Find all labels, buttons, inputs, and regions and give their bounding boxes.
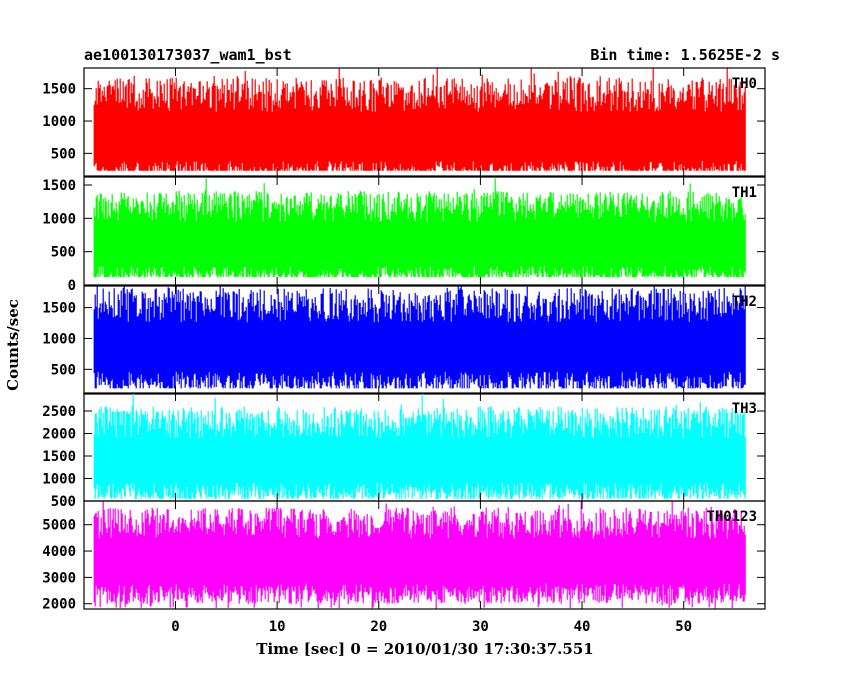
bin-time-label: Bin time: 1.5625E-2 s [590,46,780,64]
y-tick-label: 1000 [42,331,76,347]
y-tick-label: 1500 [42,82,76,98]
y-tick-label: 1500 [42,301,76,317]
panels-group: 500 1000 1500 TH0 0 500 1000 1500 TH1 500 1000 1500… [42,67,766,613]
panel-label-th3: TH3 [732,401,757,417]
panel-frame [83,500,766,610]
y-tick-label: 1000 [42,114,76,130]
panel-label-th0123: TH0123 [706,509,757,525]
series-th2 [93,286,746,389]
panel-th0123: 2000 3000 4000 5000 TH0123 [42,500,766,613]
y-tick-label: 2000 [42,427,76,443]
y-tick-label: 2000 [42,597,76,613]
y-axis-label: Counts/sec [4,299,22,391]
panel-frame [83,67,766,177]
x-tick-label: 20 [370,619,387,635]
panel-label-th0: TH0 [732,76,757,92]
series-th1 [93,178,746,277]
panel-th2: 500 1000 1500 TH2 [42,285,766,395]
x-tick-label: 10 [269,619,286,635]
y-tick-label: 4000 [42,544,76,560]
y-tick-label: 500 [51,362,76,378]
panel-label-th1: TH1 [732,185,757,201]
y-tick-label: 500 [51,494,76,510]
x-axis-label: Time [sec] 0 = 2010/01/30 17:30:37.551 [256,640,593,658]
x-tick-label: 50 [675,619,692,635]
x-tick-label: 30 [472,619,489,635]
series-th0123 [93,501,746,609]
panel-label-th2: TH2 [732,294,757,310]
y-tick-label: 2500 [42,404,76,420]
y-tick-label: 500 [51,245,76,261]
y-tick-label: 0 [68,278,76,294]
y-tick-label: 1000 [42,211,76,227]
panel-th3: 500 1000 1500 2000 2500 TH3 [42,392,766,510]
series-th0 [93,68,746,171]
y-tick-label: 1500 [42,449,76,465]
panel-th0: 500 1000 1500 TH0 [42,67,766,177]
x-tick-label: 40 [574,619,591,635]
y-tick-label: 1500 [42,178,76,194]
series-th3 [93,393,746,499]
y-tick-label: 1000 [42,472,76,488]
panel-frame [83,285,766,395]
panel-frame [83,176,766,286]
x-tick-label: 0 [171,619,179,635]
panel-th1: 0 500 1000 1500 TH1 [42,176,766,294]
y-tick-label: 500 [51,146,76,162]
y-tick-label: 5000 [42,518,76,534]
x-axis: 0 10 20 30 40 50 [171,619,692,635]
y-tick-label: 3000 [42,570,76,586]
plot-title: ae100130173037_wam1_bst [84,46,292,64]
